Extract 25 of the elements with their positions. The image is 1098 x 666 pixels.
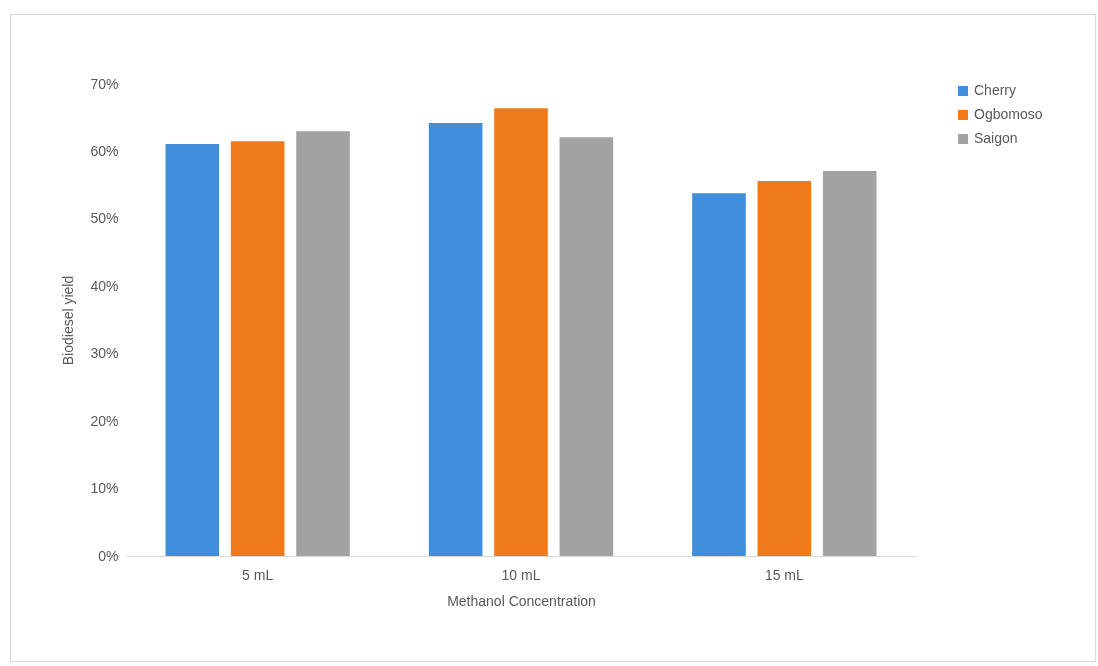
y-tick-label: 70% <box>90 75 119 92</box>
y-tick-label: 60% <box>90 142 119 159</box>
legend-label: Cherry <box>974 82 1017 98</box>
bar <box>494 108 548 556</box>
y-tick-label: 50% <box>90 210 119 227</box>
y-tick-label: 10% <box>90 480 119 497</box>
bar <box>230 141 285 556</box>
x-tick-label: 15 mL <box>764 566 804 583</box>
bar <box>165 144 220 556</box>
bar <box>559 137 614 556</box>
bar <box>822 170 877 556</box>
y-tick-label: 40% <box>90 277 119 294</box>
legend-label: Saigon <box>974 130 1018 146</box>
x-tick-label: 5 mL <box>242 566 274 583</box>
bar <box>428 123 483 556</box>
y-tick-label: 20% <box>90 412 119 429</box>
bar <box>692 193 746 556</box>
y-tick-label: 30% <box>90 345 119 362</box>
legend-label: Ogbomoso <box>974 106 1043 122</box>
y-tick-label: 0% <box>98 547 119 564</box>
bar <box>757 181 812 556</box>
x-axis-title: Methanol Concentration <box>447 592 596 609</box>
x-tick-label: 10 mL <box>501 566 541 583</box>
y-axis-title: Biodiesel yield <box>60 275 77 366</box>
bar <box>296 131 350 556</box>
